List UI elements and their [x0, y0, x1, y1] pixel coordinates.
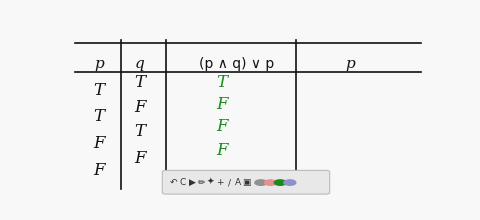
- Text: F: F: [216, 141, 228, 159]
- Text: F: F: [216, 96, 228, 113]
- Text: ↶: ↶: [170, 178, 177, 187]
- Text: +: +: [216, 178, 224, 187]
- Text: T: T: [216, 74, 228, 91]
- Text: F: F: [134, 99, 146, 116]
- Circle shape: [255, 180, 267, 185]
- Text: C: C: [180, 178, 186, 187]
- Text: T: T: [134, 74, 145, 91]
- Circle shape: [284, 180, 296, 185]
- Circle shape: [264, 180, 276, 185]
- Text: ✏: ✏: [198, 178, 205, 187]
- Text: F: F: [134, 150, 146, 167]
- Text: ▣: ▣: [242, 178, 251, 187]
- Text: T: T: [134, 123, 145, 140]
- Text: p: p: [94, 57, 104, 71]
- Text: F: F: [216, 118, 228, 135]
- Text: F: F: [93, 162, 105, 179]
- Text: (p ∧ q) ∨ p: (p ∧ q) ∨ p: [199, 57, 275, 71]
- Text: T: T: [94, 108, 105, 125]
- Text: /: /: [228, 178, 231, 187]
- Circle shape: [274, 180, 286, 185]
- Text: A: A: [235, 178, 241, 187]
- Text: ✦: ✦: [207, 178, 215, 187]
- Text: F: F: [93, 135, 105, 152]
- Text: T: T: [94, 82, 105, 99]
- Text: p: p: [345, 57, 355, 71]
- Text: q: q: [135, 57, 145, 71]
- FancyBboxPatch shape: [162, 170, 330, 194]
- Text: ▶: ▶: [189, 178, 195, 187]
